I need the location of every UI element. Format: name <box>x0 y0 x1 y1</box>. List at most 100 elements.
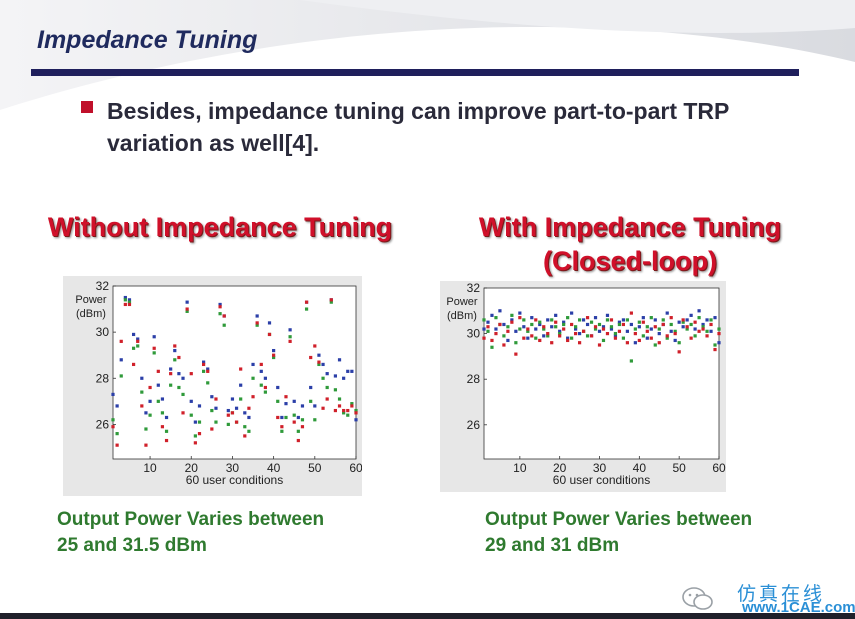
scatter-plot-without-tuning: 10 20 30 40 50 60 26 28 30 32 60 user conditions Po… <box>63 276 362 496</box>
scatter-point <box>693 334 697 338</box>
heading-with-tuning-line1: With Impedance Tuning <box>478 212 782 242</box>
scatter-point <box>317 353 321 357</box>
scatter-point <box>653 343 657 347</box>
scatter-point <box>267 321 272 325</box>
scatter-point <box>677 320 681 324</box>
scatter-point <box>566 336 570 340</box>
scatter-point <box>111 418 115 422</box>
scatter-point <box>177 355 181 360</box>
scatter-point <box>202 369 206 373</box>
scatter-point <box>717 327 721 331</box>
scatter-point <box>669 329 673 333</box>
scatter-point <box>490 313 494 317</box>
scatter-point <box>717 341 721 345</box>
scatter-point <box>506 338 510 343</box>
scatter-point <box>629 322 633 327</box>
scatter-point <box>243 425 247 429</box>
caption-without-tuning-line2: 25 and 31.5 dBm <box>57 535 207 556</box>
scatter-point <box>230 411 235 415</box>
scatter-point <box>625 318 629 322</box>
scatter-point <box>173 344 177 348</box>
scatter-point <box>613 332 618 336</box>
scatter-point <box>247 406 251 410</box>
scatter-point <box>214 406 218 410</box>
scatter-point <box>546 334 550 338</box>
scatter-point <box>697 309 701 313</box>
scatter-point <box>276 385 280 390</box>
scatter-point <box>304 307 309 311</box>
scatter-point <box>292 413 296 417</box>
scatter-point <box>657 327 661 331</box>
scatter-point <box>522 325 526 329</box>
scatter-point <box>486 325 490 329</box>
scatter-point <box>605 318 610 322</box>
scatter-point <box>605 332 610 336</box>
scatter-point <box>649 316 653 320</box>
scatter-point <box>226 408 230 413</box>
scatter-point <box>342 408 346 413</box>
scatter-point <box>613 334 618 338</box>
scatter-point <box>329 300 333 304</box>
scatter-point <box>482 318 486 322</box>
y-tick-label: 28 <box>467 372 481 386</box>
scatter-point <box>514 341 518 345</box>
scatter-point <box>546 332 550 336</box>
scatter-point <box>558 334 562 338</box>
scatter-point <box>284 395 288 399</box>
scatter-point <box>243 411 247 415</box>
scatter-point <box>272 353 276 357</box>
scatter-point <box>637 320 641 324</box>
scatter-point <box>494 332 498 336</box>
scatter-point <box>550 318 554 322</box>
scatter-point <box>542 325 546 329</box>
scatter-point <box>538 322 542 327</box>
scatter-point <box>701 322 705 327</box>
scatter-point <box>593 316 598 320</box>
scatter-point <box>522 336 526 340</box>
scatter-point <box>251 376 255 380</box>
scatter-point <box>689 322 693 327</box>
scatter-point <box>625 329 629 333</box>
scatter-point <box>317 362 321 367</box>
scatter-point <box>502 343 506 347</box>
scatter-point <box>144 443 148 447</box>
scatter-point <box>111 392 115 397</box>
scatter-point <box>693 327 697 331</box>
scatter-point <box>354 411 358 415</box>
scatter-point <box>263 390 267 394</box>
scatter-point <box>210 395 214 399</box>
scatter-point <box>300 425 305 429</box>
scatter-point <box>697 316 701 320</box>
scatter-point <box>689 336 693 340</box>
scatter-point <box>593 327 598 331</box>
scatter-point <box>160 397 165 401</box>
scatter-point <box>280 415 284 420</box>
scatter-point <box>284 415 288 420</box>
scatter-point <box>115 432 119 436</box>
scatter-point <box>197 420 202 424</box>
wechat-icon <box>682 587 713 610</box>
x-tick-label: 10 <box>513 461 527 475</box>
scatter-point <box>665 334 669 338</box>
scatter-point <box>152 351 156 355</box>
scatter-point <box>482 327 486 331</box>
scatter-point <box>251 395 255 399</box>
scatter-point <box>123 302 127 307</box>
scatter-point <box>239 383 243 387</box>
scatter-point <box>292 399 296 403</box>
scatter-point <box>609 327 614 331</box>
scatter-point <box>197 404 202 408</box>
scatter-point <box>296 429 300 433</box>
scatter-point <box>255 321 259 325</box>
scatter-point <box>111 425 115 429</box>
scatter-point <box>709 318 713 322</box>
scatter-point <box>637 325 641 329</box>
y-tick-label: 28 <box>96 371 110 385</box>
scatter-point <box>234 420 239 424</box>
scatter-point <box>681 318 685 322</box>
scatter-point <box>514 352 518 356</box>
scatter-point <box>243 434 247 438</box>
scatter-point <box>665 311 669 315</box>
scatter-point <box>127 300 132 304</box>
scatter-point <box>570 311 574 315</box>
